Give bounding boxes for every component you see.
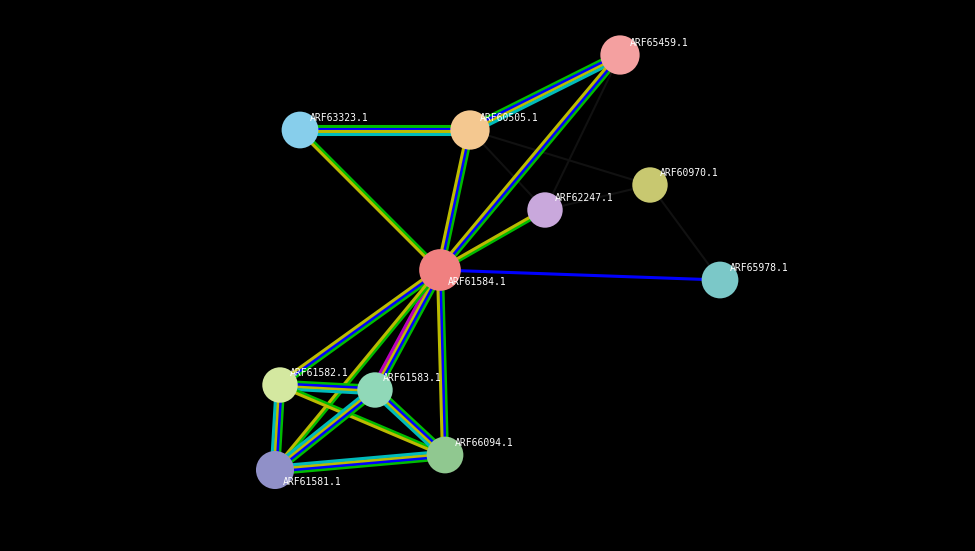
Point xyxy=(368,386,383,395)
Text: ARF63323.1: ARF63323.1 xyxy=(310,113,369,123)
Point xyxy=(292,126,308,134)
Point xyxy=(267,466,283,474)
Text: ARF65978.1: ARF65978.1 xyxy=(730,263,789,273)
Point xyxy=(432,266,448,274)
Text: ARF66094.1: ARF66094.1 xyxy=(455,438,514,448)
Text: ARF62247.1: ARF62247.1 xyxy=(555,193,613,203)
Text: ARF61583.1: ARF61583.1 xyxy=(383,373,442,383)
Point xyxy=(462,126,478,134)
Point xyxy=(437,451,452,460)
Point xyxy=(272,381,288,390)
Point xyxy=(612,51,628,60)
Text: ARF60970.1: ARF60970.1 xyxy=(660,168,719,178)
Text: ARF61582.1: ARF61582.1 xyxy=(290,368,349,378)
Text: ARF61584.1: ARF61584.1 xyxy=(448,277,507,287)
Text: ARF61581.1: ARF61581.1 xyxy=(283,477,342,487)
Text: ARF60505.1: ARF60505.1 xyxy=(480,113,539,123)
Point xyxy=(712,276,727,284)
Point xyxy=(537,206,553,214)
Text: ARF65459.1: ARF65459.1 xyxy=(630,38,688,48)
Point xyxy=(643,181,658,190)
